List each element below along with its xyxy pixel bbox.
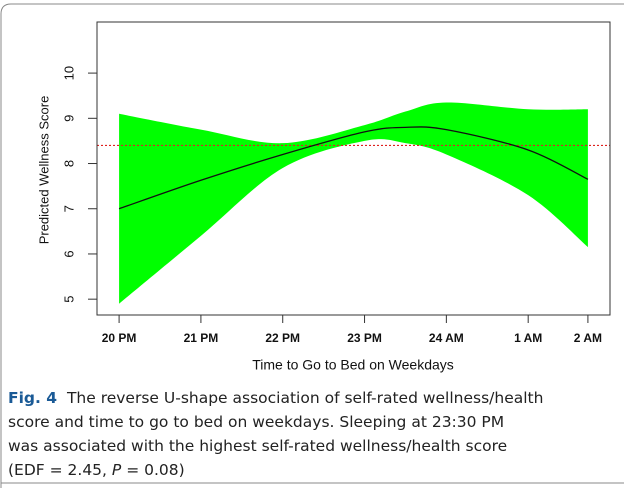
figure-label: Fig. 4 (8, 389, 58, 407)
y-tick-label: 7 (61, 205, 76, 212)
plot-box (96, 21, 611, 316)
caption-text: (EDF = 2.45, (8, 461, 112, 479)
caption-text: score and time to go to bed on weekdays.… (8, 413, 505, 431)
y-axis-label: Predicted Wellness Score (36, 96, 51, 245)
x-tick-label: 2 AM (574, 331, 602, 345)
y-tick-label: 9 (61, 115, 76, 122)
x-tick-label: 21 PM (184, 331, 219, 345)
caption-line: Fig. 4 The reverse U-shape association o… (8, 386, 618, 410)
x-tick-label: 23 PM (347, 331, 382, 345)
x-tick-label: 20 PM (102, 331, 137, 345)
x-tick-label: 24 AM (429, 331, 464, 345)
caption-text: was associated with the highest self-rat… (8, 437, 508, 455)
caption-text: The reverse U-shape association of self-… (66, 389, 544, 407)
caption-text: = 0.08) (121, 461, 185, 479)
fit-line (118, 126, 589, 210)
caption-line: was associated with the highest self-rat… (8, 434, 618, 458)
y-tick-label: 10 (61, 66, 76, 80)
confidence-band (119, 102, 588, 304)
p-symbol: P (111, 461, 122, 479)
x-tick-label: 22 PM (265, 331, 300, 345)
x-tick-label: 1 AM (514, 331, 542, 345)
x-axis-label: Time to Go to Bed on Weekdays (252, 357, 454, 373)
y-tick-label: 5 (61, 296, 76, 303)
caption: Fig. 4 The reverse U-shape association o… (8, 386, 618, 482)
y-tick-label: 8 (61, 160, 76, 167)
y-tick-label: 6 (61, 250, 76, 257)
caption-line: (EDF = 2.45, P = 0.08) (8, 458, 618, 482)
caption-line: score and time to go to bed on weekdays.… (8, 410, 618, 434)
frame (0, 3, 624, 488)
